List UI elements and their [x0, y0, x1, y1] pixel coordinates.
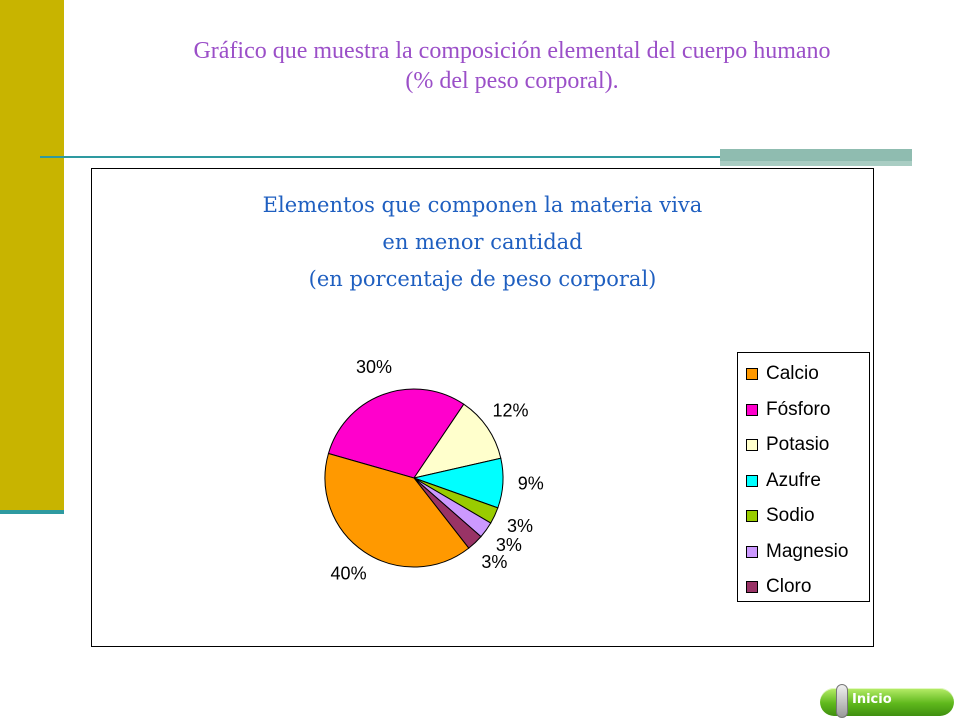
legend-swatch [746, 368, 758, 380]
pie-slice-potasio [412, 403, 502, 479]
side-accent-bar [0, 0, 64, 512]
legend-swatch [746, 581, 758, 593]
pie-label-azufre: 9% [518, 474, 544, 494]
legend-label: Azufre [766, 469, 821, 491]
pie-label-cloro: 3% [481, 552, 507, 572]
chart-title: Elementos que componen la materia viva e… [92, 187, 873, 298]
home-button-label[interactable]: Inicio [852, 692, 892, 707]
legend-label: Cloro [766, 576, 812, 597]
legend-item-magnesio: Magnesio [746, 539, 848, 565]
pie-slice-calcio [324, 452, 470, 568]
legend-swatch [746, 510, 758, 522]
legend-label: Calcio [766, 363, 819, 384]
header-divider [40, 156, 912, 158]
legend-swatch [746, 474, 758, 487]
pie-label-magnesio: 3% [496, 535, 522, 555]
slide-title: Gráfico que muestra la composición eleme… [64, 36, 960, 96]
legend-label: Sodio [766, 505, 815, 526]
legend-swatch [746, 403, 758, 416]
pie-label-fsforo: 30% [356, 357, 392, 377]
legend-swatch [746, 545, 758, 558]
legend-item-calcio: Calcio [746, 361, 819, 387]
chart-title-line-2: en menor cantidad [382, 230, 583, 254]
slide-title-line-1: Gráfico que muestra la composición eleme… [193, 38, 831, 64]
legend-item-potasio: Potasio [746, 432, 829, 458]
home-button-knob[interactable] [836, 684, 848, 718]
chart-frame: Elementos que componen la materia viva e… [91, 168, 874, 647]
legend-item-azufre: Azufre [746, 468, 821, 494]
slide-title-line-2: (% del peso corporal). [405, 68, 619, 94]
chart-legend: Calcio Fósforo Potasio Azufre Sodio Magnesio C… [737, 352, 870, 602]
pie-label-potasio: 12% [493, 401, 529, 421]
legend-label: Magnesio [766, 540, 849, 562]
legend-item-cloro: Cloro [746, 574, 811, 600]
header-divider-block [720, 149, 912, 163]
side-accent-edge [0, 510, 64, 514]
legend-label: Fósforo [766, 398, 831, 420]
legend-item-sodio: Sodio [746, 503, 815, 529]
chart-title-line-1: Elementos que componen la materia viva [262, 193, 703, 217]
pie-label-calcio: 40% [331, 564, 367, 584]
chart-title-line-3: (en porcentaje de peso corporal) [308, 267, 657, 291]
pie-label-sodio: 3% [507, 516, 533, 536]
legend-swatch [746, 439, 758, 451]
legend-item-fsforo: Fósforo [746, 397, 830, 423]
pie-slice-fsforo [327, 388, 465, 479]
legend-label: Potasio [766, 434, 830, 455]
header-divider-block-shadow [720, 161, 912, 166]
pie-chart: 30% 12% 9% 3%3%3% 40% [324, 357, 544, 584]
